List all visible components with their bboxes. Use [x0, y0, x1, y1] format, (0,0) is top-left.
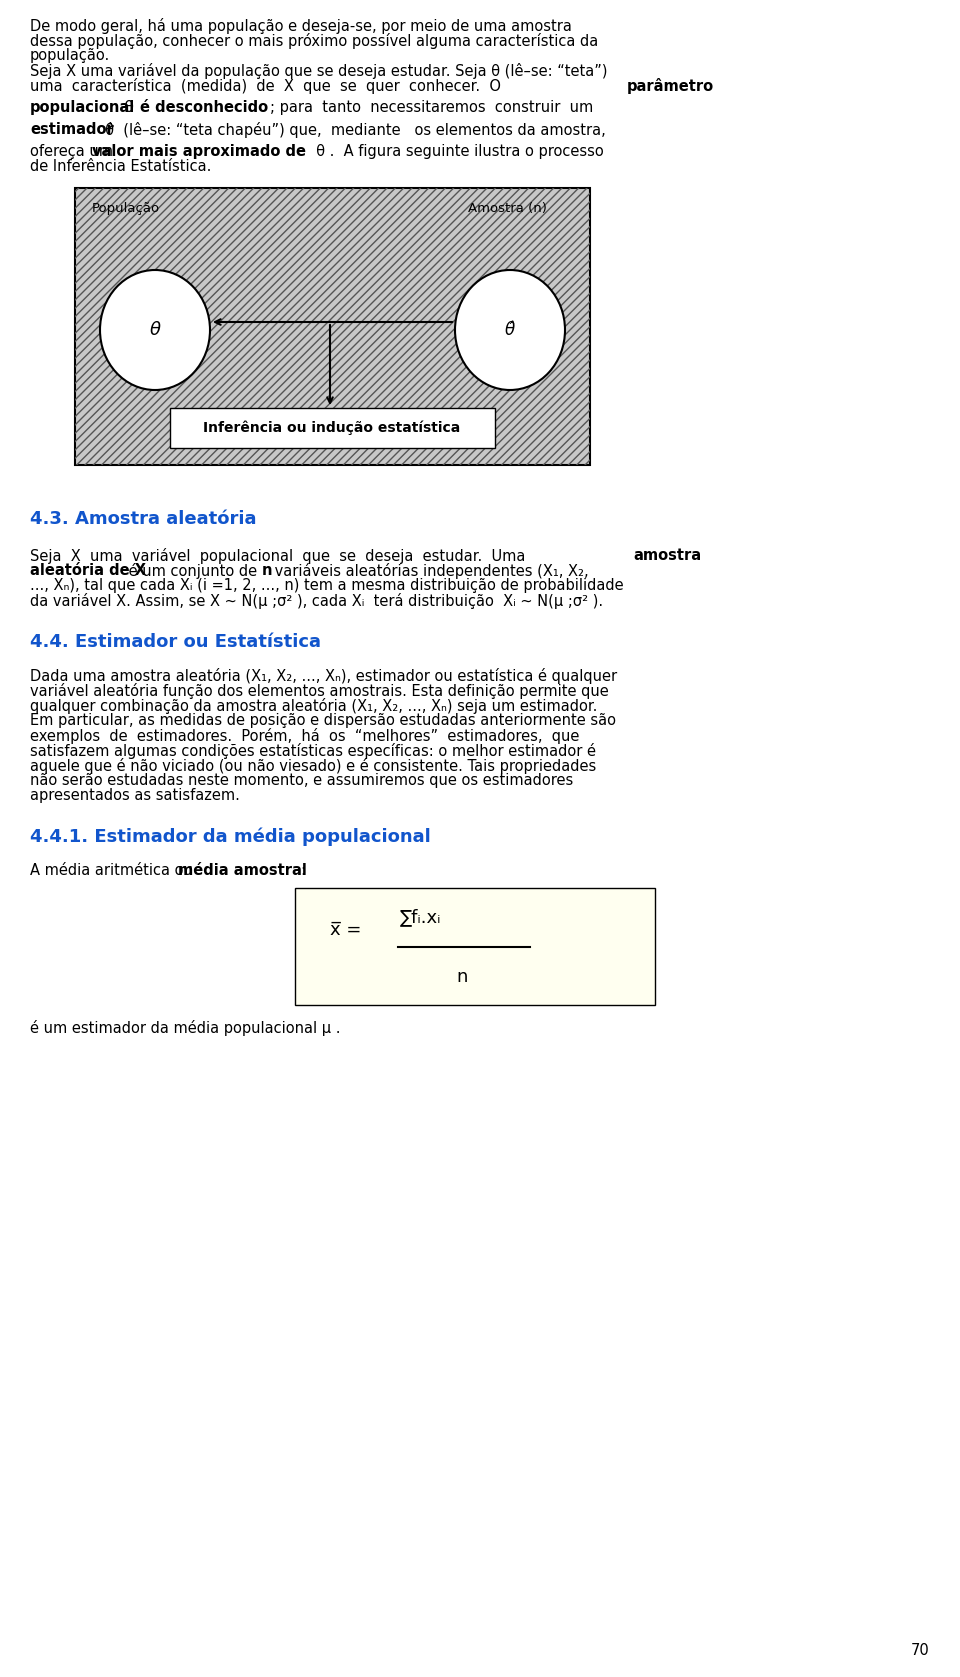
Text: é um conjunto de: é um conjunto de: [124, 563, 262, 579]
Text: ofereça um: ofereça um: [30, 144, 118, 159]
Text: população.: população.: [30, 49, 110, 64]
Text: θ .  A figura seguinte ilustra o processo: θ . A figura seguinte ilustra o processo: [307, 144, 604, 159]
Text: média amostral: média amostral: [178, 864, 307, 879]
Bar: [170, 408, 495, 448]
Text: qualquer combinação da amostra aleatória (X₁, X₂, ..., Xₙ) seja um estimador.: qualquer combinação da amostra aleatória…: [30, 698, 597, 714]
Text: satisfazem algumas condições estatísticas específicas: o melhor estimador é: satisfazem algumas condições estatística…: [30, 743, 596, 760]
Text: variável aleatória função dos elementos amostrais. Esta definição permite que: variável aleatória função dos elementos …: [30, 683, 609, 699]
Text: n: n: [456, 968, 468, 986]
Text: estimador: estimador: [30, 122, 113, 138]
Text: exemplos  de  estimadores.  Porém,  há  os  “melhores”  estimadores,  que: exemplos de estimadores. Porém, há os “m…: [30, 728, 580, 745]
Text: apresentados as satisfazem.: apresentados as satisfazem.: [30, 788, 240, 803]
Text: de Inferência Estatística.: de Inferência Estatística.: [30, 159, 211, 174]
Ellipse shape: [100, 270, 210, 391]
Text: 4.4. Estimador ou Estatística: 4.4. Estimador ou Estatística: [30, 632, 321, 651]
Text: Seja X uma variável da população que se deseja estudar. Seja θ (lê–se: “teta”): Seja X uma variável da população que se …: [30, 64, 608, 79]
Text: Amostra (n): Amostra (n): [468, 201, 547, 215]
Text: ∑fᵢ.xᵢ: ∑fᵢ.xᵢ: [400, 907, 442, 926]
Ellipse shape: [455, 270, 565, 391]
Text: A média aritmética ou: A média aritmética ou: [30, 864, 198, 879]
Text: aquele que é não viciado (ou não viesado) e é consistente. Tais propriedades: aquele que é não viciado (ou não viesado…: [30, 758, 596, 775]
Text: Em particular, as medidas de posição e dispersão estudadas anteriormente são: Em particular, as medidas de posição e d…: [30, 713, 616, 728]
Text: Dada uma amostra aleatória (X₁, X₂, ..., Xₙ), estimador ou estatística é qualque: Dada uma amostra aleatória (X₁, X₂, ...,…: [30, 667, 617, 684]
Text: parâmetro: parâmetro: [627, 79, 714, 94]
Bar: [75, 188, 590, 465]
Text: População: População: [92, 201, 160, 215]
Text: θ̂  (lê–se: “teta chapéu”) que,  mediante   os elementos da amostra,: θ̂ (lê–se: “teta chapéu”) que, mediante …: [96, 122, 606, 138]
Text: é desconhecido: é desconhecido: [140, 101, 268, 116]
Text: θ: θ: [114, 101, 144, 116]
Text: aleatória de X: aleatória de X: [30, 563, 146, 579]
Text: Seja  X  uma  variável  populacional  que  se  deseja  estudar.  Uma: Seja X uma variável populacional que se …: [30, 548, 530, 563]
Text: amostra: amostra: [633, 548, 701, 563]
Text: não serão estudadas neste momento, e assumiremos que os estimadores: não serão estudadas neste momento, e ass…: [30, 773, 573, 788]
Text: uma  característica  (medida)  de  X  que  se  quer  conhecer.  O: uma característica (medida) de X que se …: [30, 79, 506, 94]
Text: populacional: populacional: [30, 101, 135, 116]
Text: valor mais aproximado de: valor mais aproximado de: [92, 144, 306, 159]
Text: dessa população, conhecer o mais próximo possível alguma característica da: dessa população, conhecer o mais próximo…: [30, 34, 598, 49]
Text: n: n: [262, 563, 273, 579]
Text: é um estimador da média populacional μ .: é um estimador da média populacional μ .: [30, 1020, 341, 1036]
Text: :: :: [300, 864, 305, 879]
Bar: [295, 889, 655, 1005]
Text: 4.3. Amostra aleatória: 4.3. Amostra aleatória: [30, 510, 256, 528]
Text: Inferência ou indução estatística: Inferência ou indução estatística: [204, 421, 461, 436]
Text: ..., Xₙ), tal que cada Xᵢ (i =1, 2, ..., n) tem a mesma distribuição de probabil: ..., Xₙ), tal que cada Xᵢ (i =1, 2, ...,…: [30, 579, 624, 594]
Text: De modo geral, há uma população e deseja-se, por meio de uma amostra: De modo geral, há uma população e deseja…: [30, 18, 572, 34]
Text: da variável X. Assim, se X ~ N(μ ;σ² ), cada Xᵢ  terá distribuição  Xᵢ ~ N(μ ;σ²: da variável X. Assim, se X ~ N(μ ;σ² ), …: [30, 594, 603, 609]
Text: θ̂: θ̂: [505, 320, 516, 339]
Text: 4.4.1. Estimador da média populacional: 4.4.1. Estimador da média populacional: [30, 828, 431, 847]
Text: ; para  tanto  necessitaremos  construir  um: ; para tanto necessitaremos construir um: [270, 101, 593, 116]
Bar: [75, 188, 590, 465]
Text: variáveis aleatórias independentes (X₁, X₂,: variáveis aleatórias independentes (X₁, …: [270, 563, 588, 579]
Text: θ: θ: [150, 320, 160, 339]
Text: x̅ =: x̅ =: [330, 921, 361, 939]
Text: 70: 70: [911, 1643, 930, 1659]
